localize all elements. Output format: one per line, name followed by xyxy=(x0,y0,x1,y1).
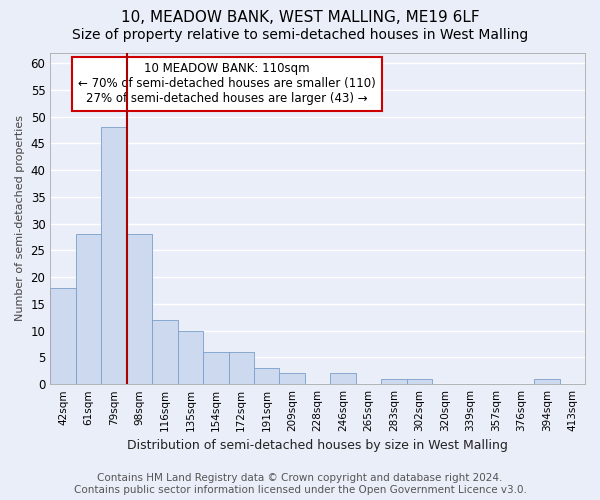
Text: 10 MEADOW BANK: 110sqm
← 70% of semi-detached houses are smaller (110)
27% of se: 10 MEADOW BANK: 110sqm ← 70% of semi-det… xyxy=(78,62,376,106)
Bar xyxy=(407,379,432,384)
Bar xyxy=(331,374,356,384)
Bar xyxy=(76,234,101,384)
X-axis label: Distribution of semi-detached houses by size in West Malling: Distribution of semi-detached houses by … xyxy=(127,440,508,452)
Bar xyxy=(127,234,152,384)
Bar xyxy=(229,352,254,384)
Text: 10, MEADOW BANK, WEST MALLING, ME19 6LF: 10, MEADOW BANK, WEST MALLING, ME19 6LF xyxy=(121,10,479,25)
Text: Size of property relative to semi-detached houses in West Malling: Size of property relative to semi-detach… xyxy=(72,28,528,42)
Bar xyxy=(203,352,229,384)
Bar xyxy=(534,379,560,384)
Bar xyxy=(50,288,76,384)
Bar xyxy=(254,368,280,384)
Text: Contains HM Land Registry data © Crown copyright and database right 2024.
Contai: Contains HM Land Registry data © Crown c… xyxy=(74,474,526,495)
Bar xyxy=(382,379,407,384)
Bar xyxy=(101,128,127,384)
Bar xyxy=(280,374,305,384)
Bar xyxy=(152,320,178,384)
Bar xyxy=(178,330,203,384)
Y-axis label: Number of semi-detached properties: Number of semi-detached properties xyxy=(15,116,25,322)
